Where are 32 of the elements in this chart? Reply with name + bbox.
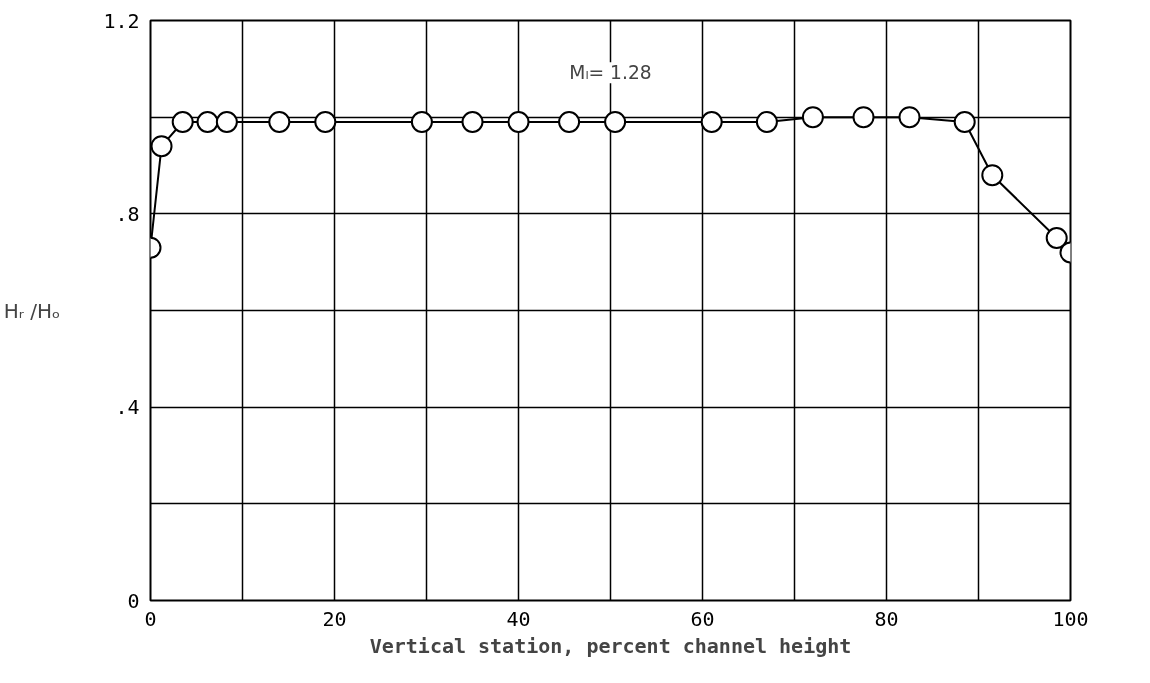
point <box>953 111 976 133</box>
y-tick-label: .8 <box>115 201 140 226</box>
point <box>1045 227 1068 249</box>
point <box>898 106 921 129</box>
point <box>314 111 337 133</box>
x-tick-label: 20 <box>322 606 347 631</box>
x-tick-label: 80 <box>874 606 899 631</box>
point <box>604 111 627 133</box>
x-tick-label: 0 <box>144 606 157 631</box>
point <box>981 164 1004 187</box>
point <box>801 106 824 129</box>
point <box>268 111 291 133</box>
point <box>215 111 238 133</box>
x-tick-label: 40 <box>506 606 531 631</box>
point <box>410 111 433 133</box>
y-tick-label: 1.2 <box>103 8 140 33</box>
x-axis-title: Vertical station, percent channel height <box>369 633 852 658</box>
point <box>852 106 875 129</box>
point <box>196 111 219 133</box>
y-axis-title: Hᵣ /Hₒ <box>3 298 61 323</box>
annotation: Mₗ= 1.28 <box>569 62 652 84</box>
point <box>171 111 194 133</box>
y-tick-label: .4 <box>115 395 140 420</box>
x-tick-label: 100 <box>1052 606 1089 631</box>
x-tick-label: 60 <box>690 606 715 631</box>
point <box>461 111 484 133</box>
y-tick-label: 0 <box>127 588 140 613</box>
point <box>700 111 723 133</box>
point <box>755 111 778 133</box>
point <box>150 135 173 158</box>
point <box>507 111 530 133</box>
point <box>558 111 581 133</box>
